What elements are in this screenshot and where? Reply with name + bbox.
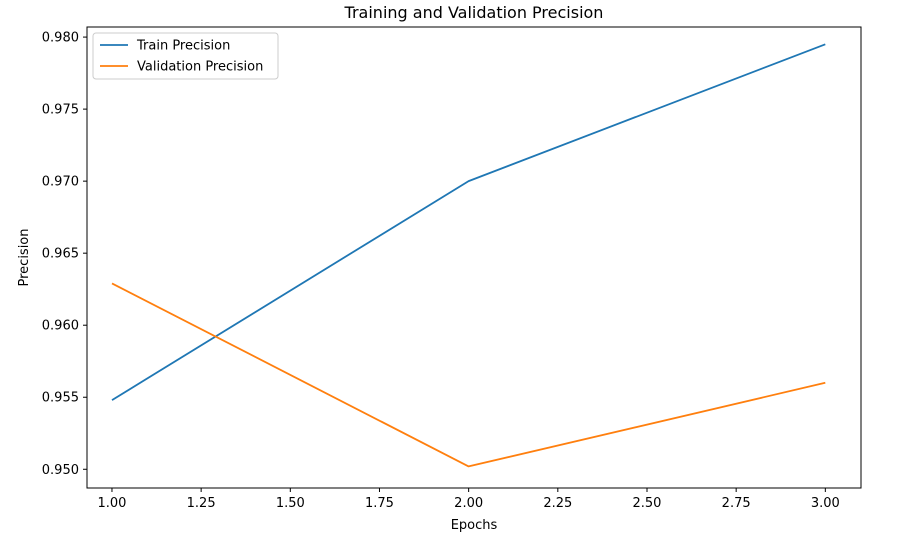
y-tick-label: 0.980: [42, 31, 79, 46]
x-tick-label: 1.00: [97, 496, 126, 511]
y-tick-label: 0.955: [42, 391, 79, 406]
x-tick-label: 2.25: [543, 496, 572, 511]
legend-label-0: Train Precision: [136, 39, 230, 54]
y-tick-label: 0.975: [42, 103, 79, 118]
x-tick-label: 3.00: [811, 496, 840, 511]
legend: Train Precision Validation Precision: [92, 32, 279, 80]
x-tick-label: 2.50: [633, 496, 662, 511]
x-tick-label: 2.00: [454, 496, 483, 511]
y-tick-label: 0.950: [42, 463, 79, 478]
x-axis-title: Epochs: [451, 518, 498, 533]
x-tick-label: 1.25: [187, 496, 216, 511]
y-tick-label: 0.960: [42, 319, 79, 334]
plot-area: 1.00 1.25 1.50 1.75 2.00 2.25 2.50 2.75 3.00 0.95…: [42, 26, 862, 511]
axes-frame: [86, 26, 862, 489]
legend-label-1: Validation Precision: [137, 60, 263, 75]
y-axis-title: Precision: [17, 228, 32, 286]
x-tick-label: 2.75: [722, 496, 751, 511]
x-tick-label: 1.50: [276, 496, 305, 511]
legend-box: [92, 32, 279, 80]
x-tick-label: 1.75: [365, 496, 394, 511]
y-tick-label: 0.970: [42, 175, 79, 190]
y-tick-label: 0.965: [42, 247, 79, 262]
series-line-1: [111, 282, 826, 468]
chart-title: Training and Validation Precision: [344, 3, 604, 22]
series-line-0: [111, 43, 826, 401]
